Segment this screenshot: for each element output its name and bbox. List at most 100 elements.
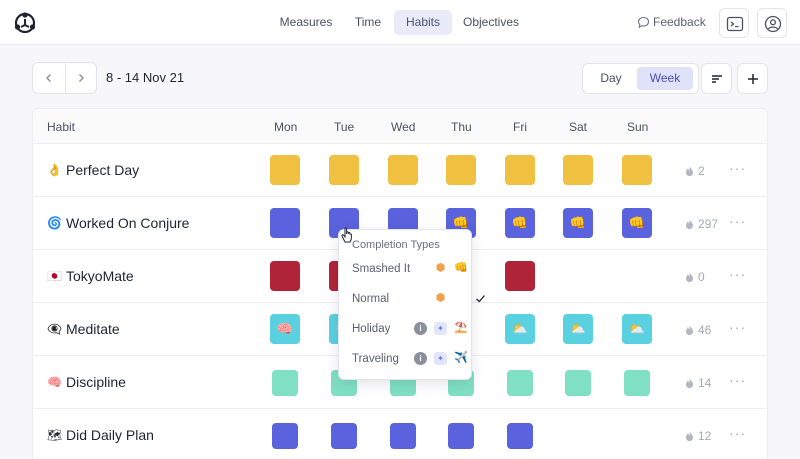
add-habit-button[interactable] xyxy=(737,63,768,94)
view-week-button[interactable]: Week xyxy=(637,67,693,90)
habit-name[interactable]: TokyoMate xyxy=(66,268,134,284)
week-pager xyxy=(32,62,97,94)
chevron-left-icon[interactable] xyxy=(43,72,55,84)
more-options-icon[interactable]: ··· xyxy=(729,425,746,441)
habit-day-cell[interactable]: ⛅ xyxy=(563,314,593,344)
habit-day-cell[interactable] xyxy=(446,155,476,185)
top-bar: Measures Time Habits Objectives Feedback xyxy=(0,0,800,45)
completion-type-normal[interactable]: Normal ⬢ xyxy=(339,286,485,312)
habit-day-cell[interactable]: 🧠 xyxy=(270,314,300,344)
habit-day-cell[interactable] xyxy=(507,370,533,396)
habit-day-cell[interactable] xyxy=(329,155,359,185)
habit-day-cell[interactable] xyxy=(270,261,300,291)
sort-lines-icon xyxy=(712,75,722,83)
habit-day-cell[interactable] xyxy=(388,155,418,185)
streak-count-value: 2 xyxy=(698,164,705,178)
habit-emoji-icon: 🇯🇵 xyxy=(47,269,62,283)
completion-type-traveling[interactable]: Traveling i ✦ ✈️ xyxy=(339,346,473,372)
header-wed: Wed xyxy=(391,120,416,134)
habit-day-cell[interactable] xyxy=(270,208,300,238)
hand-cursor-icon xyxy=(341,227,352,243)
completion-type-holiday[interactable]: Holiday i ✦ ⛱️ xyxy=(339,316,473,342)
habit-day-cell[interactable] xyxy=(624,370,650,396)
completion-type-smashed[interactable]: Smashed It ⬢ 👊 xyxy=(339,256,473,282)
sort-button[interactable] xyxy=(701,63,732,94)
account-button[interactable] xyxy=(757,8,787,38)
habit-day-cell[interactable]: 👊 xyxy=(505,208,535,238)
habit-name[interactable]: Perfect Day xyxy=(66,162,140,178)
tab-time[interactable]: Time xyxy=(354,15,382,29)
terminal-button[interactable] xyxy=(719,8,749,38)
completion-type-label: Smashed It xyxy=(352,263,411,275)
header-fri: Fri xyxy=(513,120,527,134)
more-options-icon[interactable]: ··· xyxy=(729,213,746,229)
habit-day-cell[interactable] xyxy=(505,261,535,291)
pager-divider xyxy=(65,63,66,93)
more-options-icon[interactable]: ··· xyxy=(729,160,746,176)
info-icon[interactable]: i xyxy=(414,322,427,335)
conjure-logo-icon[interactable] xyxy=(13,11,37,35)
habit-day-cell[interactable]: ⛅ xyxy=(622,314,652,344)
header-mon: Mon xyxy=(274,120,298,134)
user-icon xyxy=(764,15,782,33)
more-options-icon[interactable]: ··· xyxy=(729,266,746,282)
habit-day-cell[interactable] xyxy=(448,423,474,449)
completion-type-label: Normal xyxy=(352,293,390,305)
habit-day-cell[interactable] xyxy=(390,423,416,449)
habit-name[interactable]: Worked On Conjure xyxy=(66,215,190,231)
umbrella-emoji-icon: ⛱️ xyxy=(454,322,468,334)
hexagon-icon: ⬢ xyxy=(435,262,446,274)
table-row: 🌀 Worked On Conjure 👊 👊 👊 👊 297 ··· xyxy=(33,197,767,250)
streak-count-value: 0 xyxy=(698,270,705,284)
table-row: 🗺 Did Daily Plan 12 ··· xyxy=(33,409,767,459)
header-sun: Sun xyxy=(627,120,649,134)
view-toggle: Day Week xyxy=(582,63,699,94)
header-sat: Sat xyxy=(569,120,588,134)
header-habit: Habit xyxy=(47,120,76,134)
habit-day-cell[interactable] xyxy=(505,155,535,185)
streak-count-value: 12 xyxy=(698,429,712,443)
streak-count-value: 46 xyxy=(698,323,712,337)
table-row: 👌 Perfect Day 2 ··· xyxy=(33,144,767,197)
more-options-icon[interactable]: ··· xyxy=(729,319,746,335)
habit-emoji-icon: 🌀 xyxy=(47,216,62,230)
main-nav: Measures Time Habits Objectives xyxy=(270,10,530,35)
plus-icon xyxy=(748,74,758,84)
tab-measures[interactable]: Measures xyxy=(279,15,333,29)
flame-icon xyxy=(686,378,693,388)
habit-day-cell[interactable]: ⛅ xyxy=(505,314,535,344)
flame-icon xyxy=(686,166,693,176)
habit-day-cell[interactable] xyxy=(563,155,593,185)
habit-day-cell[interactable] xyxy=(331,423,357,449)
completion-type-label: Traveling xyxy=(352,353,399,365)
chevron-right-icon[interactable] xyxy=(75,72,87,84)
habit-day-cell[interactable]: 👊 xyxy=(563,208,593,238)
habit-day-cell[interactable] xyxy=(507,423,533,449)
flame-icon xyxy=(686,325,693,335)
habit-day-cell[interactable]: 👊 xyxy=(622,208,652,238)
flame-icon xyxy=(686,219,693,229)
habit-day-cell[interactable] xyxy=(272,423,298,449)
tab-habits[interactable]: Habits xyxy=(394,10,452,35)
habit-day-cell[interactable] xyxy=(565,370,591,396)
habit-name[interactable]: Did Daily Plan xyxy=(66,427,154,443)
tab-objectives[interactable]: Objectives xyxy=(462,15,520,29)
flame-icon xyxy=(686,272,693,282)
speech-bubble-icon xyxy=(637,16,650,29)
habit-name[interactable]: Meditate xyxy=(66,321,120,337)
fist-emoji-icon: 👊 xyxy=(454,262,468,274)
view-day-button[interactable]: Day xyxy=(600,71,622,85)
info-icon[interactable]: i xyxy=(414,352,427,365)
habit-day-cell[interactable] xyxy=(272,370,298,396)
checkmark-icon xyxy=(476,295,485,303)
habit-name[interactable]: Discipline xyxy=(66,374,126,390)
popover-title: Completion Types xyxy=(352,239,440,251)
more-options-icon[interactable]: ··· xyxy=(729,372,746,388)
header-thu: Thu xyxy=(451,120,472,134)
habit-emoji-icon: 👌 xyxy=(47,163,62,177)
habit-day-cell[interactable] xyxy=(270,155,300,185)
sparkle-icon: ✦ xyxy=(434,352,447,365)
habit-emoji-icon: 🧠 xyxy=(47,375,62,389)
habit-emoji-icon: 👁‍🗨 xyxy=(47,322,62,336)
habit-day-cell[interactable] xyxy=(622,155,652,185)
